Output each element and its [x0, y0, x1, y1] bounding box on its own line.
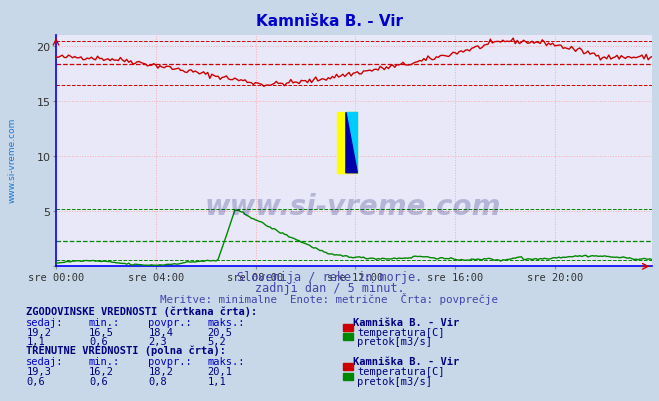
Text: povpr.:: povpr.: — [148, 356, 192, 366]
Text: www.si-vreme.com: www.si-vreme.com — [205, 192, 501, 220]
Text: Kamniška B. - Vir: Kamniška B. - Vir — [353, 317, 459, 327]
Text: 20,1: 20,1 — [208, 366, 233, 376]
Text: 19,3: 19,3 — [26, 366, 51, 376]
Text: Kamniška B. - Vir: Kamniška B. - Vir — [353, 356, 459, 366]
Polygon shape — [346, 113, 357, 173]
Text: povpr.:: povpr.: — [148, 317, 192, 327]
Polygon shape — [346, 113, 357, 173]
Text: Kamniška B. - Vir: Kamniška B. - Vir — [256, 14, 403, 29]
Text: min.:: min.: — [89, 317, 120, 327]
Text: Meritve: minimalne  Enote: metrične  Črta: povprečje: Meritve: minimalne Enote: metrične Črta:… — [161, 293, 498, 305]
Text: zadnji dan / 5 minut.: zadnji dan / 5 minut. — [254, 282, 405, 294]
Text: maks.:: maks.: — [208, 356, 245, 366]
Text: sedaj:: sedaj: — [26, 356, 64, 366]
Text: min.:: min.: — [89, 356, 120, 366]
Text: ZGODOVINSKE VREDNOSTI (črtkana črta):: ZGODOVINSKE VREDNOSTI (črtkana črta): — [26, 306, 258, 316]
Text: 0,6: 0,6 — [89, 376, 107, 386]
Text: 20,5: 20,5 — [208, 327, 233, 337]
Text: 19,2: 19,2 — [26, 327, 51, 337]
Text: 16,2: 16,2 — [89, 366, 114, 376]
Text: 18,2: 18,2 — [148, 366, 173, 376]
Text: temperatura[C]: temperatura[C] — [357, 366, 445, 376]
Text: 0,8: 0,8 — [148, 376, 167, 386]
Text: 1,1: 1,1 — [26, 336, 45, 346]
Text: 16,5: 16,5 — [89, 327, 114, 337]
Text: pretok[m3/s]: pretok[m3/s] — [357, 376, 432, 386]
Text: 2,3: 2,3 — [148, 336, 167, 346]
Text: pretok[m3/s]: pretok[m3/s] — [357, 336, 432, 346]
Text: temperatura[C]: temperatura[C] — [357, 327, 445, 337]
Text: 5,2: 5,2 — [208, 336, 226, 346]
Text: sedaj:: sedaj: — [26, 317, 64, 327]
Text: 1,1: 1,1 — [208, 376, 226, 386]
Text: 18,4: 18,4 — [148, 327, 173, 337]
Text: TRENUTNE VREDNOSTI (polna črta):: TRENUTNE VREDNOSTI (polna črta): — [26, 345, 226, 355]
Text: maks.:: maks.: — [208, 317, 245, 327]
Text: 0,6: 0,6 — [26, 376, 45, 386]
Bar — [337, 113, 357, 173]
Text: 0,6: 0,6 — [89, 336, 107, 346]
Text: www.si-vreme.com: www.si-vreme.com — [7, 118, 16, 203]
Text: Slovenija / reke in morje.: Slovenija / reke in morje. — [237, 271, 422, 284]
